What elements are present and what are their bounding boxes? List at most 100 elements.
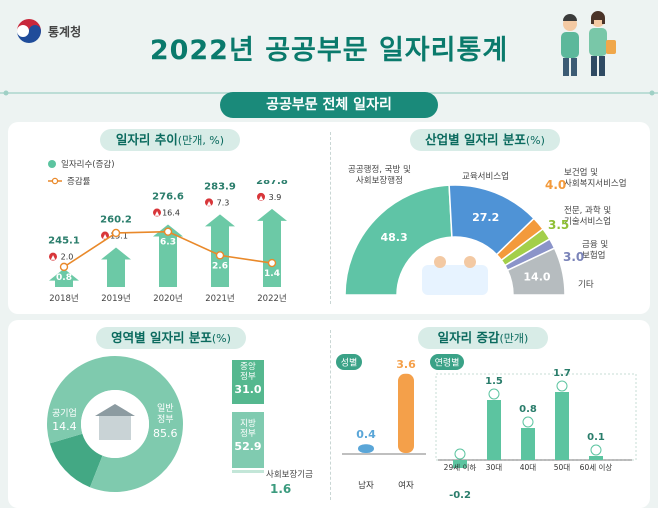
trend-up-arrow-1: ▲ xyxy=(103,233,108,240)
industry-chart: 48.3 27.2 14.0 xyxy=(344,184,566,296)
trend-rate-label-2: 6.3 xyxy=(160,238,176,248)
age-value-2: 0.8 xyxy=(519,404,537,415)
age-tag: 연령별 xyxy=(435,357,460,369)
trend-up-arrow-3: ▲ xyxy=(207,200,212,207)
central-gov-label: 중앙 정부 xyxy=(240,362,256,382)
sector-title-pill: 영역별 일자리 분포(%) xyxy=(96,327,246,349)
trend-title-pill: 일자리 추이(만개, %) xyxy=(100,129,240,151)
trend-bar-0 xyxy=(49,268,79,287)
trend-up-icon-1 xyxy=(101,231,109,240)
industry-value-other: 14.0 xyxy=(523,271,550,284)
industry-value-science: 3.5 xyxy=(548,218,570,232)
trend-total-0: 245.1 xyxy=(48,236,80,247)
trend-rate-point-2 xyxy=(163,227,173,236)
industry-label-finance: 금융 및 보험업 xyxy=(582,240,609,261)
central-gov-value: 31.0 xyxy=(234,382,262,396)
change-chart: 성별 0.4 남자 3.6 여자 연령별 -0.2 29세 이하 1.5 30대 0.8 40대 1.7… xyxy=(336,354,637,501)
sector-unit: (%) xyxy=(211,332,231,345)
age-head-icon-3 xyxy=(556,380,568,392)
gender-tag: 성별 xyxy=(341,358,358,369)
social-fund-block xyxy=(232,470,264,473)
legend-jobs-label: 일자리수(증감) xyxy=(61,160,115,170)
trend-up-icon-2 xyxy=(153,208,161,217)
workers-illustration xyxy=(561,11,616,76)
change-unit: (만개) xyxy=(499,332,529,345)
trend-year-2: 2020년 xyxy=(153,293,182,304)
trend-up-arrow-2: ▲ xyxy=(155,210,160,217)
central-gov-block: 중앙 정부 31.0 xyxy=(232,360,264,404)
trend-year-0: 2018년 xyxy=(49,293,78,304)
legend-rate-swatch xyxy=(48,177,62,185)
local-gov-value: 52.9 xyxy=(234,439,262,453)
age-label-4: 60세 이상 xyxy=(580,462,613,472)
trend-total-4: 287.8 xyxy=(256,180,288,187)
industry-person-head-2 xyxy=(464,256,476,268)
age-head-icon-0 xyxy=(454,448,466,460)
sector-building-icon xyxy=(99,416,131,440)
trend-rate-point-1 xyxy=(111,228,121,238)
gender-label-1: 여자 xyxy=(398,480,414,491)
trend-rate-label-1: 6.1 xyxy=(108,239,124,249)
trend-bar-3 xyxy=(205,214,235,287)
age-value-4: 0.1 xyxy=(587,432,605,443)
legend-jobs: 일자리수(증감) xyxy=(48,158,115,170)
gender-tag-bg xyxy=(336,354,362,370)
trend-total-3: 283.9 xyxy=(204,181,236,192)
social-fund-label: 사회보장기금 xyxy=(266,470,313,480)
social-fund-value: 1.6 xyxy=(270,482,292,496)
section-banner: 공공부문 전체 일자리 xyxy=(220,92,438,118)
org-name: 통계청 xyxy=(48,24,82,39)
trend-legend: 일자리수(증감) 증감률 xyxy=(48,158,115,192)
age-head-icon-1 xyxy=(488,388,500,400)
trend-change-2: 16.4 xyxy=(162,209,180,218)
gender-value-0: 0.4 xyxy=(356,428,376,441)
trend-bar-4 xyxy=(257,208,287,287)
trend-up-arrow-4: ▲ xyxy=(259,194,264,201)
gender-label-0: 남자 xyxy=(358,481,374,491)
trend-total-2: 276.6 xyxy=(152,192,184,203)
sector-slice-1 xyxy=(47,356,184,492)
legend-rate-label: 증감률 xyxy=(67,177,91,187)
sector-title: 영역별 일자리 분포 xyxy=(111,330,212,345)
bottom-divider xyxy=(330,330,331,500)
sector-public-corp-label: 공기업 xyxy=(52,409,77,419)
age-bar-1 xyxy=(487,400,501,460)
change-title: 일자리 증감 xyxy=(437,330,500,345)
gender-bar-0 xyxy=(358,444,374,453)
sector-building-roof xyxy=(95,404,135,416)
trend-year-4: 2022년 xyxy=(257,293,286,304)
trend-rate-label-4: 1.4 xyxy=(264,269,280,279)
trend-up-icon-4 xyxy=(257,192,265,201)
sector-general-gov-label: 일반 정부 xyxy=(156,404,174,426)
sector-chart xyxy=(47,356,184,492)
industry-label-science: 전문, 과학 및 기술서비스업 xyxy=(564,206,612,227)
industry-value-finance: 3.0 xyxy=(563,250,585,264)
sector-public-corp-value: 14.4 xyxy=(52,420,77,434)
age-value-1: 1.5 xyxy=(485,376,503,387)
age-value-0: -0.2 xyxy=(449,490,471,501)
trend-rate-label-3: 2.6 xyxy=(212,261,228,271)
trend-rate-point-4 xyxy=(267,258,277,268)
industry-label-other: 기타 xyxy=(578,280,594,290)
age-label-0: 29세 이하 xyxy=(444,462,477,472)
trend-change-3: 7.3 xyxy=(217,198,230,207)
age-label-1: 30대 xyxy=(486,463,503,472)
change-title-pill: 일자리 증감(만개) xyxy=(418,327,548,349)
trend-change-4: 3.9 xyxy=(269,193,282,202)
trend-rate-label-0: 0.8 xyxy=(56,273,72,283)
sector-general-gov: 일반 정부 85.6 xyxy=(153,404,178,440)
trend-up-icon-3 xyxy=(205,198,213,207)
age-head-icon-4 xyxy=(590,444,602,456)
page-title: 2022년 공공부문 일자리통계 xyxy=(149,35,509,66)
trend-bar-1 xyxy=(101,247,131,287)
industry-label-health: 보건업 및 사회복지서비스업 xyxy=(564,168,627,189)
legend-rate: 증감률 xyxy=(48,175,115,187)
age-box xyxy=(435,373,637,461)
trend-year-1: 2019년 xyxy=(101,293,130,304)
age-head-icon-2 xyxy=(522,416,534,428)
gender-value-1: 3.6 xyxy=(396,358,416,371)
age-bar-2 xyxy=(521,428,535,460)
industry-label-public-admin: 공공행정, 국방 및 사회보장행정 xyxy=(348,165,411,186)
industry-unit: (%) xyxy=(525,134,545,147)
